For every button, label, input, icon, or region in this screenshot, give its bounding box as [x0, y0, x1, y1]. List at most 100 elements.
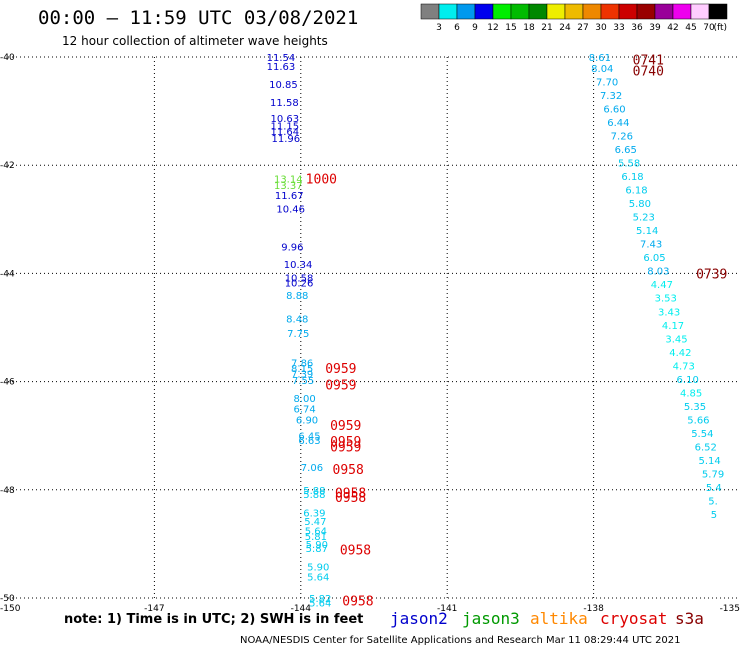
wave-height-point: 11.54	[267, 53, 296, 64]
wave-height-point: 7.86	[291, 359, 313, 370]
wave-height-point: 13.14	[274, 175, 303, 186]
x-tick-label: -135	[720, 604, 740, 614]
colorbar-swatch	[582, 3, 602, 20]
x-tick-label: -138	[583, 604, 604, 614]
colorbar-swatch	[708, 3, 728, 20]
wave-height-point: 8.15	[291, 364, 313, 375]
wave-height-point: 11.96	[272, 134, 301, 145]
colorbar-label: 33	[613, 23, 624, 33]
colorbar-swatch	[654, 3, 674, 20]
x-tick-label: -141	[437, 604, 457, 614]
colorbar-label: 6	[454, 23, 460, 33]
x-tick-label: -144	[291, 604, 312, 614]
wave-height-point: 4.17	[662, 321, 684, 332]
wave-height-point: 6.18	[625, 186, 647, 197]
wave-height-point: 6.39	[303, 509, 325, 520]
wave-height-point: 5.64	[307, 572, 329, 583]
wave-height-point: 8.00	[293, 394, 315, 405]
wave-height-point: 5.80	[629, 199, 651, 210]
wave-height-point: 7.70	[596, 77, 618, 88]
colorbar-swatch	[438, 3, 458, 20]
colorbar-label: 15	[505, 23, 516, 33]
wave-height-point: 5.79	[702, 470, 724, 481]
y-tick-label: -42	[0, 161, 15, 171]
wave-height-point: 5.54	[691, 429, 713, 440]
colorbar-label: 18	[523, 23, 535, 33]
legend-altika: altika	[530, 609, 588, 628]
wave-height-point: 7.55	[292, 376, 314, 387]
colorbar-label: 12	[487, 23, 498, 33]
wave-height-point: 5.87	[306, 544, 328, 555]
x-tick-label: -147	[144, 604, 164, 614]
colorbar-swatch	[636, 3, 656, 20]
wave-height-point: 7.06	[301, 463, 323, 474]
colorbar-swatch	[618, 3, 638, 20]
pass-time-label: 0958	[335, 487, 366, 502]
wave-height-point: 4.85	[680, 388, 702, 399]
pass-time-label: 0958	[340, 543, 371, 558]
wave-height-point: 8.48	[286, 314, 308, 325]
legend-jason2: jason2	[390, 609, 448, 628]
pass-time-label: 0959	[330, 435, 361, 450]
wave-height-point: 7.39	[291, 369, 313, 380]
chart-subtitle: 12 hour collection of altimeter wave hei…	[62, 34, 328, 48]
pass-time-label: 0739	[696, 267, 727, 282]
wave-height-point: 5.82	[309, 594, 331, 605]
wave-height-point: 10.46	[276, 204, 305, 215]
wave-height-point: 5.23	[633, 213, 655, 224]
wave-height-point: 7.75	[287, 329, 309, 340]
wave-height-point: 8.04	[591, 64, 613, 75]
wave-height-point: 5.35	[684, 402, 706, 413]
wave-height-point: 9.96	[281, 242, 303, 253]
wave-height-point: 3.45	[665, 334, 687, 345]
colorbar-swatch	[510, 3, 530, 20]
x-tick-label: -150	[0, 604, 21, 614]
wave-height-point: 5.88	[303, 490, 325, 501]
pass-time-label: 0959	[325, 378, 356, 393]
colorbar-label: 39	[649, 23, 661, 33]
wave-height-point: 11.67	[275, 191, 304, 202]
colorbar-label: 70	[703, 23, 715, 33]
wave-height-point: 6.65	[615, 145, 637, 156]
wave-height-point: 8.03	[647, 267, 669, 278]
colorbar-swatch	[546, 3, 566, 20]
wave-height-point: 6.52	[695, 443, 717, 454]
wave-height-point: 4.47	[651, 280, 673, 291]
colorbar-swatch	[600, 3, 620, 20]
wave-height-point: 7.43	[640, 240, 662, 251]
wave-height-point: 13.37	[274, 181, 303, 192]
legend-jason3: jason3	[462, 609, 520, 628]
colorbar-swatch	[672, 3, 692, 20]
wave-height-point: 5.90	[306, 540, 328, 551]
wave-height-point: 5.90	[307, 563, 329, 574]
colorbar-label: 45	[685, 23, 696, 33]
wave-height-point: 8.88	[286, 291, 308, 302]
wave-height-point: 6.60	[603, 104, 625, 115]
pass-time-label: 1000	[306, 173, 337, 188]
wave-height-point: 10.34	[284, 260, 313, 271]
pass-time-label: 0959	[330, 441, 361, 456]
wave-height-point: 10.85	[269, 80, 298, 91]
colorbar-swatch	[690, 3, 710, 20]
pass-time-label: 0958	[342, 595, 373, 610]
chart-title: 00:00 – 11:59 UTC 03/08/2021	[38, 7, 359, 29]
pass-time-label: 0741	[633, 54, 664, 69]
wave-height-point: 11.63	[267, 62, 296, 73]
wave-height-point: 10.58	[285, 274, 314, 285]
wave-height-point: 8.61	[589, 53, 611, 64]
colorbar-label: 21	[541, 23, 552, 33]
wave-height-point: 3.53	[655, 294, 677, 305]
legend-cryosat: cryosat	[600, 609, 668, 628]
wave-height-point: 11.15	[271, 122, 300, 133]
wave-height-point: 5.14	[699, 456, 721, 467]
colorbar-swatch	[456, 3, 476, 20]
footer-credit: NOAA/NESDIS Center for Satellite Applica…	[240, 635, 681, 646]
wave-height-point: 5.58	[618, 158, 640, 169]
wave-height-point: 6.74	[293, 405, 315, 416]
colorbar-swatch	[564, 3, 584, 20]
wave-height-point: 6.44	[607, 118, 629, 129]
colorbar-label: 9	[472, 23, 478, 33]
y-tick-label: -46	[0, 378, 15, 388]
wave-height-point: 6.18	[621, 172, 643, 183]
